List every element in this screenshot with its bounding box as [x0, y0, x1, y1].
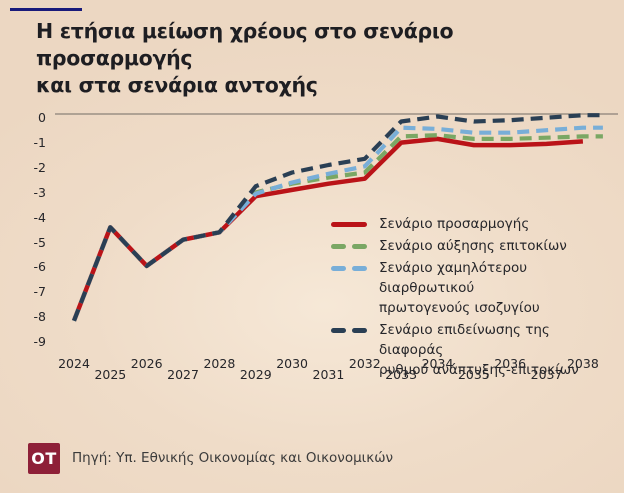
series-line-3: [72, 113, 603, 322]
source-attribution: Πηγή: Υπ. Εθνικής Οικονομίας και Οικονομ…: [72, 450, 394, 466]
y-tick-label: -6: [33, 259, 46, 275]
y-tick-label: -7: [33, 284, 46, 300]
legend-label: Σενάριο χαμηλότερου διαρθρωτικού πρωτογε…: [379, 260, 540, 316]
x-tick-label: 2035: [457, 367, 490, 382]
x-tick-label: 2030: [276, 356, 308, 371]
legend-item-3: Σενάριο επιδείνωσης της διαφοράς ρυθμού …: [331, 320, 603, 380]
legend-item-1: Σενάριο αύξησης επιτοκίων: [331, 236, 603, 256]
ot-logo: OT: [28, 443, 60, 474]
series-line-0: [71, 136, 584, 322]
legend-item-0: Σενάριο προσαρμογής: [331, 214, 603, 234]
x-tick-label: 2025: [94, 367, 127, 382]
y-tick-label: -2: [33, 159, 46, 175]
x-tick-label: 2037: [530, 367, 563, 382]
y-tick-label: -1: [33, 134, 46, 150]
x-tick-label: 2027: [167, 367, 199, 382]
x-tick-label: 2024: [58, 356, 90, 371]
chart-title: Η ετήσια μείωση χρέους στο σενάριο προσα…: [36, 19, 454, 97]
legend-label: Σενάριο αύξησης επιτοκίων: [379, 238, 567, 254]
x-tick-label: 2028: [203, 356, 236, 371]
y-tick-label: -4: [33, 209, 46, 225]
legend-item-2: Σενάριο χαμηλότερου διαρθρωτικού πρωτογε…: [331, 258, 603, 318]
ot-logo-text: OT: [31, 449, 57, 468]
x-tick-label: 2032: [348, 356, 381, 371]
x-tick-label: 2029: [239, 367, 272, 382]
legend-swatch-dashed-icon: [331, 266, 367, 271]
x-tick-label: 2026: [130, 356, 163, 371]
chart-legend: Σενάριο προσαρμογής Σενάριο αύξησης επιτο…: [331, 214, 603, 382]
legend-swatch-dashed-icon: [331, 244, 367, 249]
x-tick-label: 2031: [312, 367, 345, 382]
legend-swatch-solid-icon: [331, 222, 367, 227]
y-tick-label: -9: [33, 334, 46, 350]
y-tick-label: -8: [33, 309, 46, 325]
title-accent-bar: [10, 8, 82, 11]
x-tick-label: 2033: [385, 367, 418, 382]
x-tick-label: 2036: [494, 356, 527, 371]
legend-swatch-dashed-icon: [331, 328, 367, 333]
legend-label: Σενάριο επιδείνωσης της διαφοράς ρυθμού …: [379, 322, 579, 378]
legend-label: Σενάριο προσαρμογής: [379, 216, 530, 232]
y-tick-label: -3: [33, 184, 46, 200]
y-tick-label: -5: [33, 234, 46, 250]
x-tick-label: 2038: [566, 356, 599, 371]
x-tick-label: 2034: [421, 356, 454, 371]
y-tick-label: 0: [38, 110, 46, 125]
